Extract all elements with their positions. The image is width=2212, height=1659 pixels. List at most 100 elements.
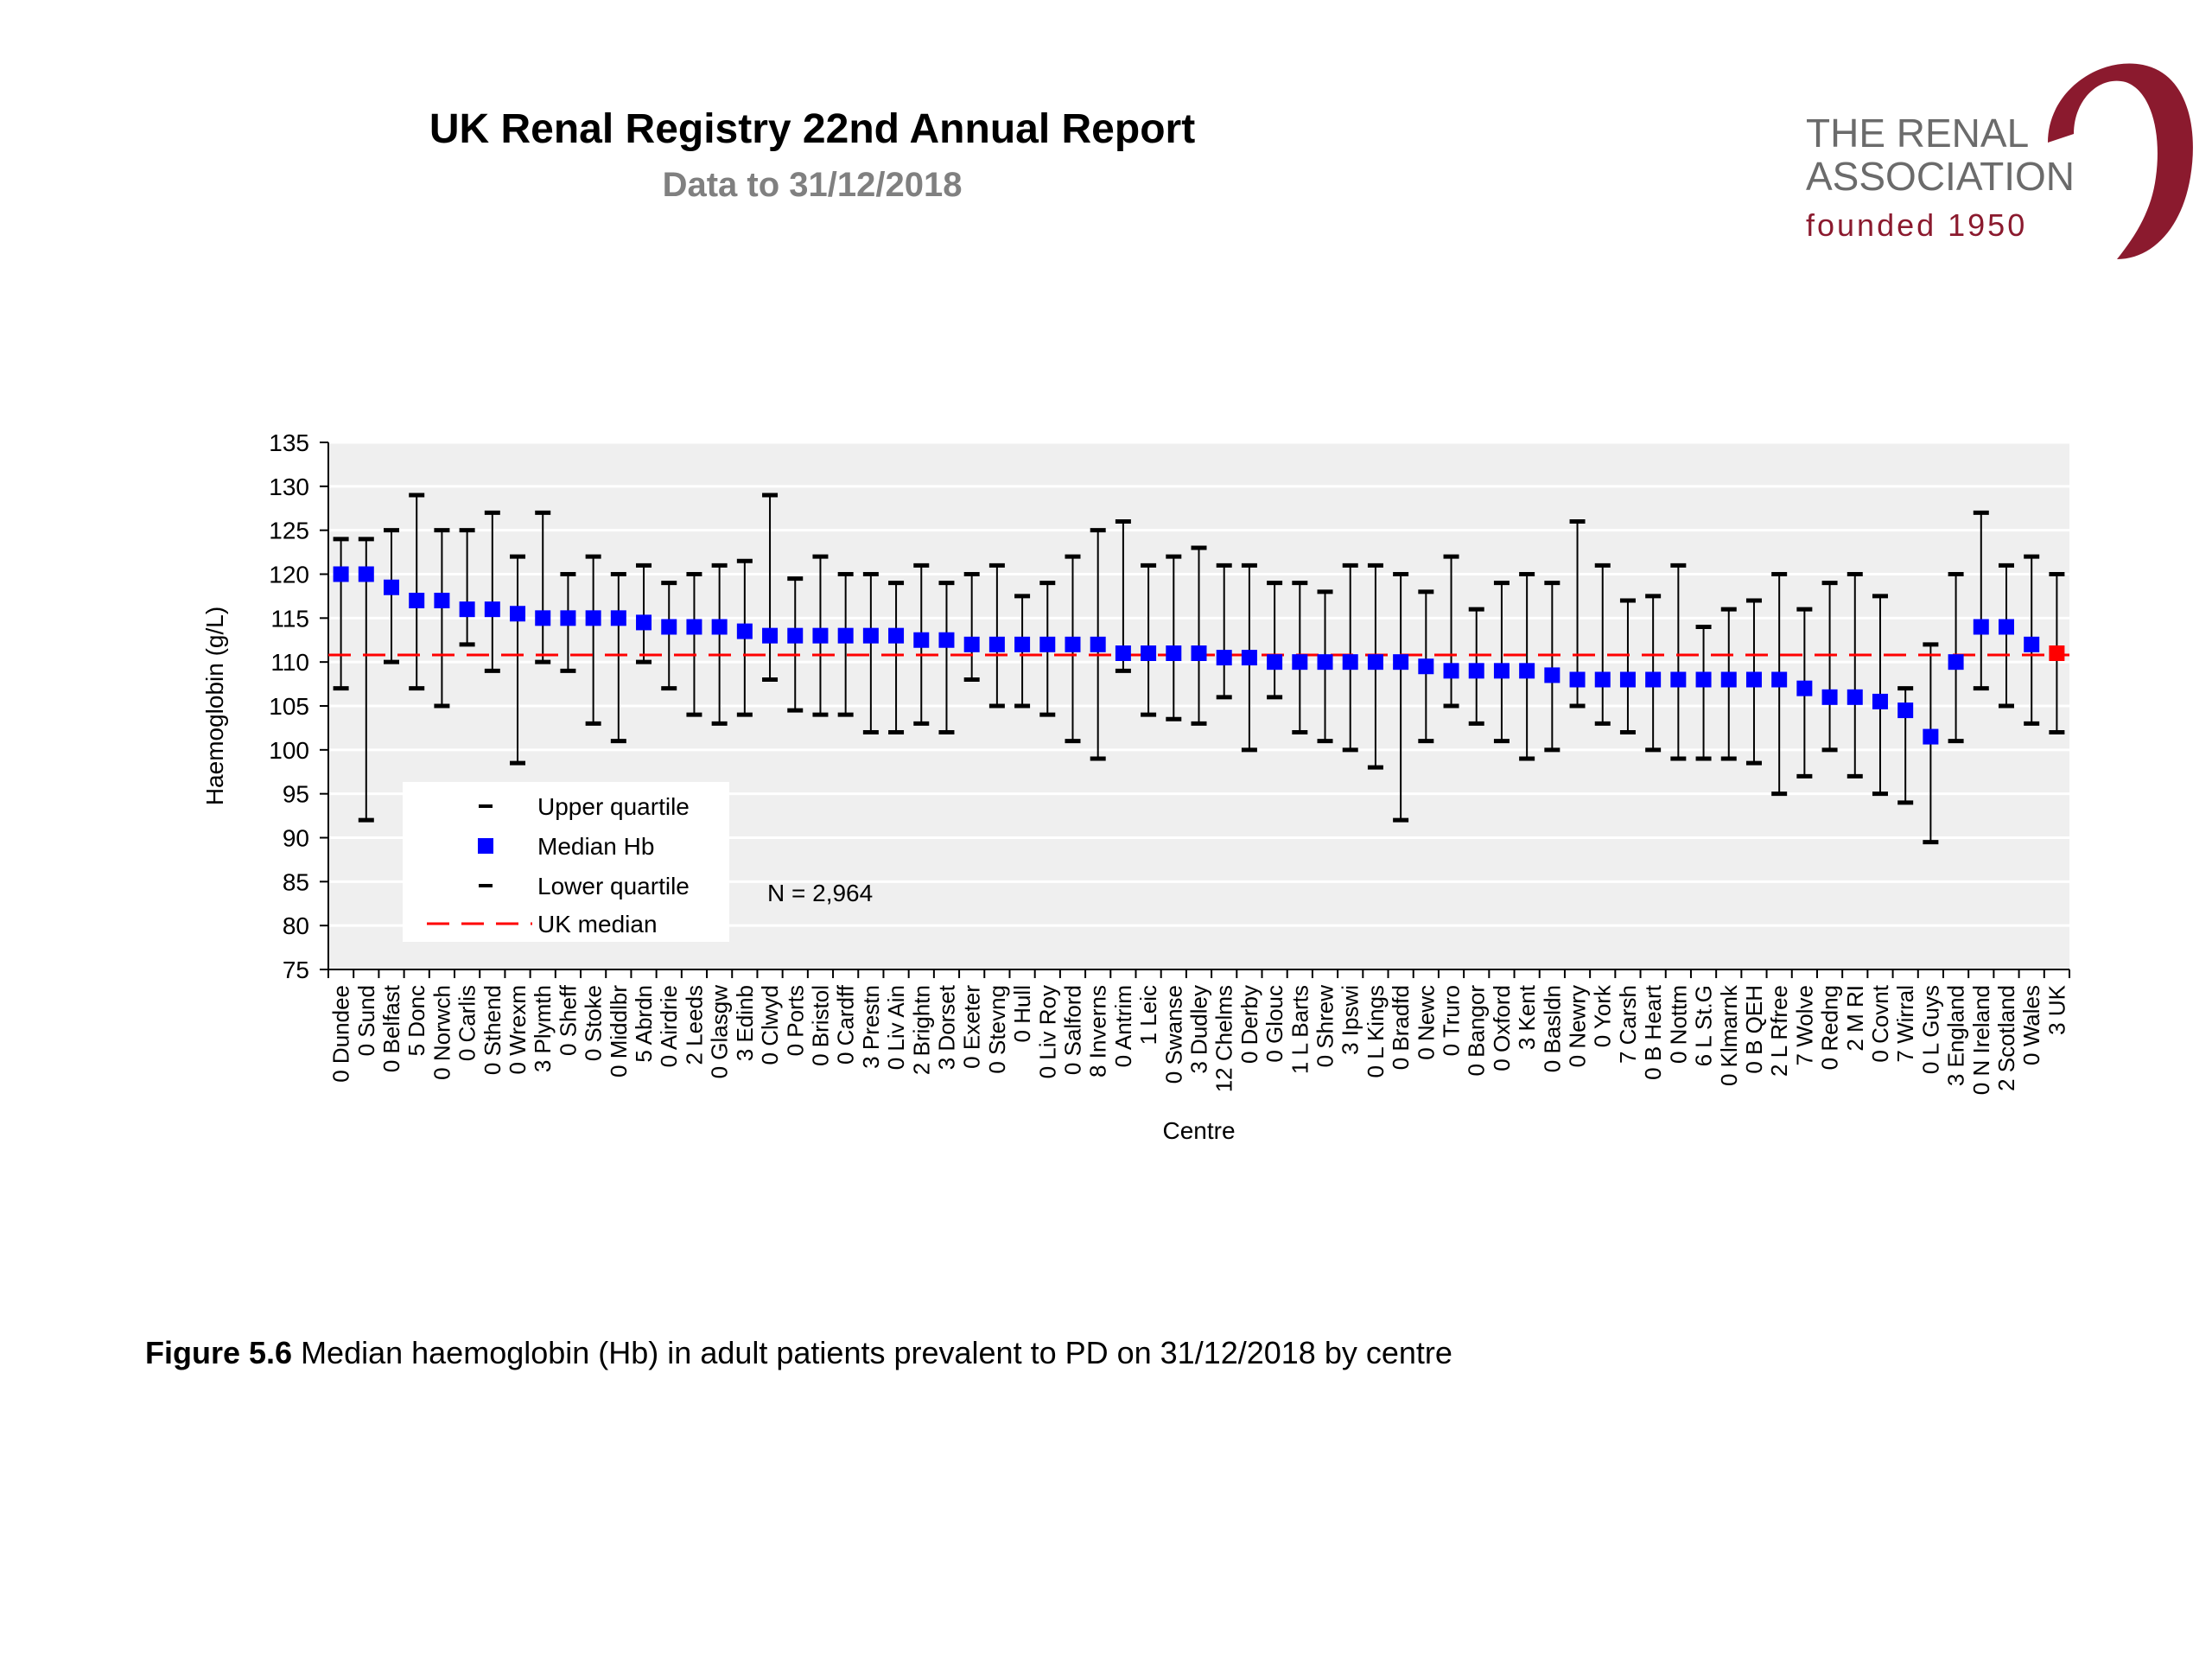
x-tick-label: 0 Middlbr — [606, 985, 632, 1077]
median-point — [1897, 702, 1914, 719]
x-tick-label: 0 Ports — [782, 985, 808, 1056]
y-tick-label: 135 — [269, 429, 309, 456]
median-point — [1720, 671, 1737, 688]
x-tick-label: 6 L St.G — [1691, 985, 1717, 1066]
median-point — [1267, 654, 1283, 671]
median-point — [812, 627, 829, 644]
median-point — [837, 627, 854, 644]
x-tick-label: 0 Covnt — [1867, 984, 1893, 1062]
x-tick-label: 2 L Rfree — [1766, 985, 1792, 1077]
report-title: UK Renal Registry 22nd Annual Report — [429, 106, 1196, 152]
x-tick-label: 5 Abrdn — [631, 985, 657, 1063]
logo-line-1: THE RENAL — [1806, 111, 2029, 156]
x-tick-label: 1 Leic — [1135, 985, 1161, 1045]
median-point — [1973, 619, 1989, 635]
x-tick-label: 0 B Heart — [1640, 984, 1666, 1080]
median-point — [1519, 663, 1535, 679]
x-tick-label: 0 Sund — [353, 985, 379, 1056]
legend-label: UK median — [537, 911, 658, 938]
median-point — [963, 636, 980, 652]
median-point — [1014, 636, 1031, 652]
median-point — [535, 610, 551, 626]
median-point — [636, 614, 652, 631]
x-tick-label: 0 Antrim — [1110, 985, 1136, 1067]
median-point — [1771, 671, 1788, 688]
x-tick-label: 0 Swanse — [1160, 985, 1186, 1084]
median-point — [1039, 636, 1056, 652]
logo-swoosh — [2048, 63, 2193, 259]
x-tick-label: 0 York — [1590, 984, 1616, 1047]
x-axis-title: Centre — [1162, 1117, 1235, 1144]
y-tick-label: 130 — [269, 474, 309, 500]
median-point — [1090, 636, 1106, 652]
x-tick-label: 0 L Kings — [1363, 985, 1389, 1077]
x-tick-label: 0 Shrew — [1313, 985, 1338, 1068]
legend-median-symbol — [478, 838, 493, 854]
median-point — [358, 566, 374, 582]
x-tick-label: 0 Carlis — [454, 985, 480, 1061]
x-tick-label: 0 Truro — [1439, 985, 1465, 1056]
x-tick-label: 0 Clwyd — [757, 985, 783, 1065]
median-point — [409, 593, 425, 608]
y-tick-label: 100 — [269, 737, 309, 764]
x-tick-label: 0 Sheff — [555, 984, 581, 1056]
median-point — [888, 627, 905, 644]
x-tick-label: 7 Carsh — [1615, 985, 1641, 1064]
x-tick-label: 0 Bangor — [1464, 985, 1490, 1077]
y-tick-label: 95 — [283, 781, 309, 808]
x-tick-label: 0 Nottm — [1665, 985, 1691, 1064]
x-tick-label: 0 Derby — [1236, 985, 1262, 1064]
median-point — [1141, 645, 1157, 661]
median-point — [1923, 728, 1939, 745]
median-point — [384, 579, 400, 595]
y-tick-label: 120 — [269, 562, 309, 588]
legend-label: Median Hb — [537, 833, 654, 860]
sample-size-annotation: N = 2,964 — [767, 880, 873, 906]
median-point — [484, 601, 500, 618]
x-tick-label: 0 Oxford — [1489, 985, 1515, 1071]
x-tick-label: 0 Belfast — [378, 984, 404, 1072]
median-point — [1821, 689, 1838, 705]
median-point — [1594, 671, 1611, 688]
median-point — [736, 623, 753, 639]
median-point — [1670, 671, 1687, 688]
figure-caption: Figure 5.6 Median haemoglobin (Hb) in ad… — [145, 1335, 1452, 1371]
median-point — [1493, 663, 1510, 679]
x-tick-label: 0 Newry — [1565, 985, 1591, 1067]
median-point — [1393, 654, 1409, 671]
x-tick-label: 0 Stoke — [581, 985, 607, 1061]
x-tick-label: 2 Brightn — [908, 985, 934, 1075]
median-point — [661, 619, 677, 635]
median-point — [1645, 671, 1662, 688]
median-point — [333, 566, 349, 582]
x-tick-label: 3 Dudley — [1186, 985, 1212, 1074]
x-tick-label: 0 N Ireland — [1968, 985, 1994, 1095]
median-point — [459, 601, 475, 618]
renal-association-logo: THE RENAL ASSOCIATION founded 1950 — [1806, 63, 2193, 259]
x-tick-label: 0 Salford — [1059, 985, 1085, 1075]
x-tick-label: 0 Glasgw — [707, 985, 733, 1079]
median-point — [1569, 671, 1586, 688]
x-tick-label: 3 Kent — [1514, 984, 1540, 1050]
y-tick-label: 105 — [269, 693, 309, 720]
y-axis-title: Haemoglobin (g/L) — [201, 607, 228, 805]
median-point — [1166, 645, 1182, 661]
x-tick-label: 2 M RI — [1842, 985, 1868, 1052]
median-point — [1847, 689, 1863, 705]
x-tick-label: 8 Inverns — [1085, 985, 1111, 1077]
median-point — [1443, 663, 1459, 679]
x-tick-label: 0 Norwch — [429, 985, 454, 1080]
x-tick-label: 3 Ipswi — [1338, 985, 1363, 1055]
median-point — [1619, 671, 1636, 688]
median-point — [1292, 654, 1308, 671]
median-point — [1948, 654, 1964, 671]
x-tick-label: 0 B QEH — [1741, 985, 1767, 1074]
x-tick-label: 5 Donc — [404, 985, 429, 1056]
median-point — [585, 610, 601, 626]
median-point — [510, 606, 526, 622]
median-point — [1115, 645, 1131, 661]
x-tick-label: 0 Wales — [2018, 985, 2044, 1065]
x-tick-label: 3 Dorset — [933, 984, 959, 1070]
x-tick-label: 7 Wolve — [1791, 985, 1817, 1065]
x-tick-label: 0 Stevng — [984, 985, 1010, 1074]
